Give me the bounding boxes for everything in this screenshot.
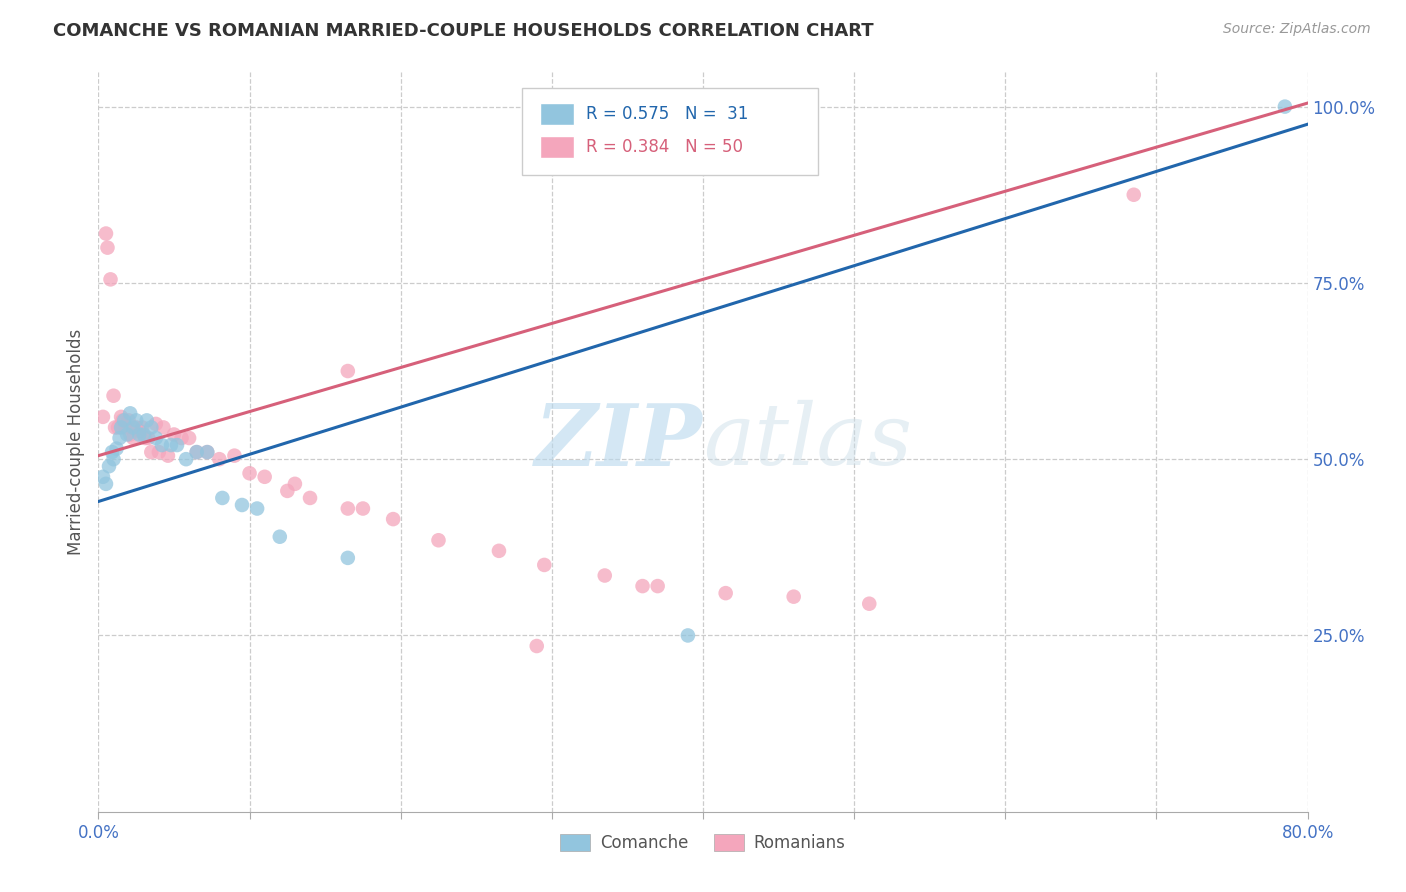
Point bbox=[170, 431, 193, 445]
Point bbox=[533, 558, 555, 572]
Point bbox=[107, 420, 129, 434]
Point bbox=[100, 272, 122, 286]
Point bbox=[94, 476, 117, 491]
Point bbox=[128, 427, 150, 442]
Point bbox=[135, 413, 157, 427]
Point bbox=[276, 483, 298, 498]
Point bbox=[108, 431, 131, 445]
Point bbox=[179, 431, 201, 445]
Point bbox=[141, 445, 163, 459]
Point bbox=[114, 420, 136, 434]
Point bbox=[148, 445, 170, 459]
Point bbox=[115, 427, 138, 442]
Point bbox=[336, 550, 359, 565]
Point bbox=[224, 449, 246, 463]
Point bbox=[105, 442, 128, 456]
Point bbox=[141, 420, 163, 434]
Point bbox=[231, 498, 253, 512]
Bar bbox=[540, 136, 574, 158]
Point bbox=[186, 445, 208, 459]
Point bbox=[134, 431, 156, 445]
Point bbox=[160, 438, 183, 452]
Point bbox=[103, 389, 125, 403]
Point bbox=[152, 420, 174, 434]
Point bbox=[156, 449, 179, 463]
Point bbox=[336, 501, 359, 516]
Point bbox=[647, 579, 669, 593]
Point bbox=[125, 420, 148, 434]
Point bbox=[94, 227, 117, 241]
Point bbox=[110, 409, 132, 424]
Text: Source: ZipAtlas.com: Source: ZipAtlas.com bbox=[1223, 22, 1371, 37]
Point bbox=[1274, 100, 1296, 114]
Point bbox=[714, 586, 737, 600]
Text: atlas: atlas bbox=[703, 401, 912, 483]
Point bbox=[174, 452, 197, 467]
Point bbox=[91, 409, 114, 424]
Point bbox=[284, 476, 307, 491]
Point bbox=[136, 431, 159, 445]
Point bbox=[211, 491, 233, 505]
Point bbox=[195, 445, 218, 459]
Point bbox=[352, 501, 374, 516]
Point bbox=[91, 470, 114, 484]
Point bbox=[103, 452, 125, 467]
Point bbox=[120, 427, 142, 442]
Point bbox=[125, 413, 148, 427]
Point bbox=[132, 427, 155, 442]
Point bbox=[336, 364, 359, 378]
Point bbox=[269, 530, 291, 544]
Point bbox=[195, 445, 218, 459]
Point bbox=[299, 491, 322, 505]
Point bbox=[186, 445, 208, 459]
Point bbox=[131, 420, 153, 434]
Point bbox=[163, 427, 186, 442]
Point bbox=[118, 413, 141, 427]
Text: ZIP: ZIP bbox=[536, 400, 703, 483]
Legend: Comanche, Romanians: Comanche, Romanians bbox=[554, 828, 852, 859]
Point bbox=[145, 431, 167, 445]
Point bbox=[593, 568, 616, 582]
Point bbox=[104, 420, 127, 434]
Point bbox=[111, 413, 134, 427]
Point bbox=[122, 431, 145, 445]
Point bbox=[145, 417, 167, 431]
Point bbox=[631, 579, 654, 593]
Point bbox=[526, 639, 548, 653]
Point bbox=[112, 413, 135, 427]
Point bbox=[488, 544, 510, 558]
Point bbox=[253, 470, 276, 484]
Text: COMANCHE VS ROMANIAN MARRIED-COUPLE HOUSEHOLDS CORRELATION CHART: COMANCHE VS ROMANIAN MARRIED-COUPLE HOUS… bbox=[53, 22, 875, 40]
Point bbox=[122, 420, 145, 434]
Point bbox=[98, 459, 121, 474]
Bar bbox=[540, 103, 574, 126]
FancyBboxPatch shape bbox=[522, 87, 818, 175]
Point bbox=[246, 501, 269, 516]
Point bbox=[110, 420, 132, 434]
Point bbox=[120, 406, 142, 420]
Y-axis label: Married-couple Households: Married-couple Households bbox=[66, 328, 84, 555]
Point bbox=[1122, 187, 1144, 202]
Point bbox=[676, 628, 699, 642]
Point bbox=[783, 590, 806, 604]
Point bbox=[427, 533, 450, 548]
Point bbox=[858, 597, 880, 611]
Point bbox=[382, 512, 405, 526]
Point bbox=[208, 452, 231, 467]
Text: R = 0.384   N = 50: R = 0.384 N = 50 bbox=[586, 138, 742, 156]
Point bbox=[150, 438, 173, 452]
Point bbox=[166, 438, 188, 452]
Point bbox=[101, 445, 124, 459]
Point bbox=[239, 467, 262, 481]
Point bbox=[96, 241, 118, 255]
Point bbox=[128, 424, 150, 438]
Text: R = 0.575   N =  31: R = 0.575 N = 31 bbox=[586, 104, 748, 122]
